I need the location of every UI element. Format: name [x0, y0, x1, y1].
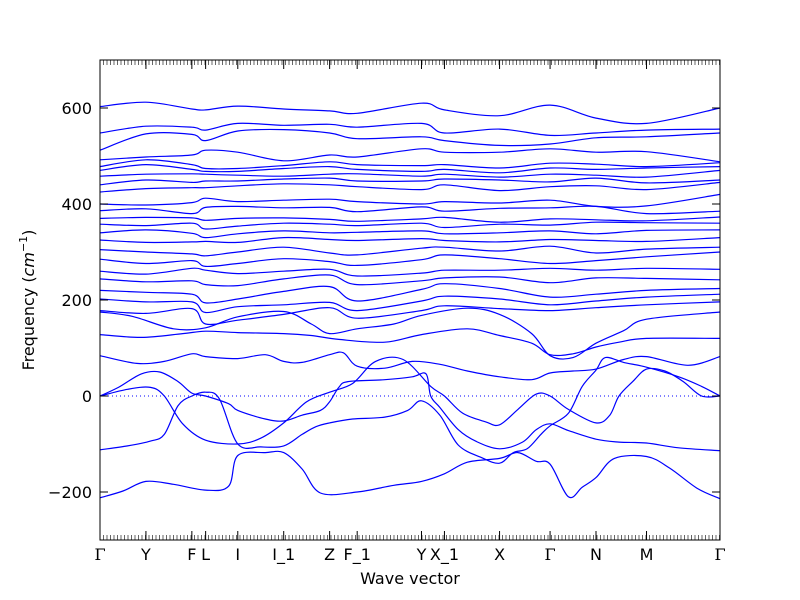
band-line-7 — [99, 169, 721, 178]
band-line-2 — [99, 122, 721, 137]
x-tick-label: Y — [416, 545, 427, 564]
band-line-14 — [99, 229, 721, 239]
y-tick-label: −200 — [48, 483, 92, 502]
band-line-5 — [99, 159, 721, 170]
x-tick-label: L — [201, 545, 210, 564]
plot-frame — [99, 59, 721, 541]
x-tick-label: N — [590, 545, 602, 564]
band-line-8 — [99, 177, 721, 186]
x-tick-label: I — [235, 545, 240, 564]
x-tick-label: X — [494, 545, 505, 564]
x-tick-label: Γ — [94, 545, 105, 564]
x-tick-label: M — [640, 545, 654, 564]
band-line-6 — [99, 163, 721, 174]
band-line-21 — [99, 293, 721, 314]
band-line-11 — [99, 205, 721, 215]
band-line-23 — [99, 307, 721, 360]
band-line-22 — [99, 301, 721, 326]
phonon-bands — [99, 101, 721, 500]
band-line-10 — [99, 193, 721, 208]
x-tick-label: Y — [140, 545, 151, 564]
x-minor-ticks — [99, 60, 720, 540]
band-line-20 — [99, 283, 721, 304]
band-line-13 — [99, 221, 721, 230]
band-line-19 — [99, 274, 721, 287]
band-line-18 — [99, 267, 721, 277]
y-tick-label: 0 — [82, 387, 92, 406]
x-tick-label: X_1 — [430, 545, 459, 565]
x-tick-label: F_1 — [343, 545, 370, 565]
band-line-26 — [99, 370, 721, 452]
band-line-24 — [99, 328, 721, 357]
band-line-16 — [99, 245, 721, 257]
band-line-28 — [99, 356, 721, 464]
x-tick-label: F — [187, 545, 196, 564]
band-line-27 — [99, 356, 721, 445]
y-tick-label: 200 — [61, 291, 92, 310]
y-axis-label-main: Frequency ( — [19, 276, 38, 370]
y-axis-label: Frequency (cm−1) — [17, 230, 38, 371]
y-tick-label: 600 — [61, 99, 92, 118]
band-line-15 — [99, 236, 721, 244]
band-line-3 — [99, 128, 721, 151]
y-tick-label: 400 — [61, 195, 92, 214]
y-axis-label-close: ) — [19, 230, 38, 236]
x-axis-label: Wave vector — [360, 569, 460, 588]
y-axis-label-unit: cm — [19, 252, 38, 276]
x-tick-label: Γ — [545, 545, 556, 564]
band-line-25 — [99, 351, 721, 381]
band-line-4 — [99, 148, 721, 163]
y-axis-ticks: −200 0 200 400 600 — [48, 99, 720, 502]
x-tick-label: I_1 — [272, 545, 295, 565]
band-line-9 — [99, 181, 721, 193]
y-axis-label-exponent: −1 — [17, 236, 30, 252]
band-line-17 — [99, 251, 721, 268]
band-line-12 — [99, 216, 721, 223]
band-line-1 — [99, 101, 721, 125]
x-tick-label: Z — [324, 545, 335, 564]
band-line-29 — [99, 450, 721, 500]
x-tick-label: Γ — [714, 545, 725, 564]
